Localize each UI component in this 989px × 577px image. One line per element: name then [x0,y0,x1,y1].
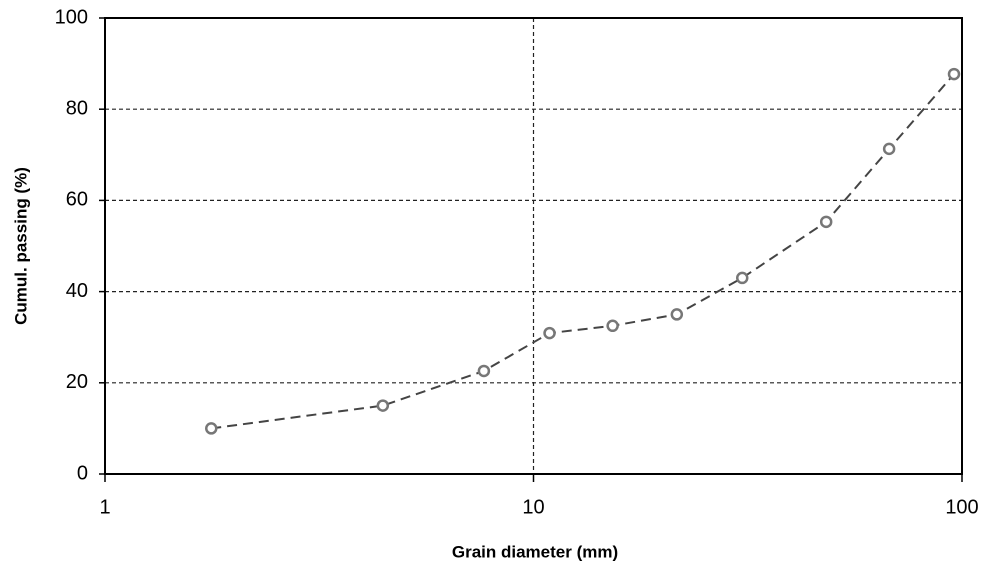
series-line [211,73,955,430]
x-axis-title: Grain diameter (mm) [452,542,618,561]
point [543,326,556,340]
point [606,319,619,333]
x-tick-label: 10 [522,496,544,518]
y-tick-label: 60 [66,189,88,211]
point [670,308,684,321]
point [819,215,833,229]
y-tick-label: 40 [66,280,88,302]
plot-frame [104,17,963,475]
point [882,142,896,156]
y-axis-title: Cumul. passing (%) [11,167,30,325]
x-tick-label: 1 [99,496,110,518]
y-tick-label: 0 [77,462,88,484]
point [947,67,961,81]
x-tick-label: 100 [945,496,978,518]
point [376,399,390,412]
y-tick-label: 80 [66,97,88,119]
point [205,422,218,435]
y-tick-label: 20 [66,371,88,393]
y-tick-label: 100 [55,6,88,28]
point [477,364,491,378]
point [735,271,749,285]
